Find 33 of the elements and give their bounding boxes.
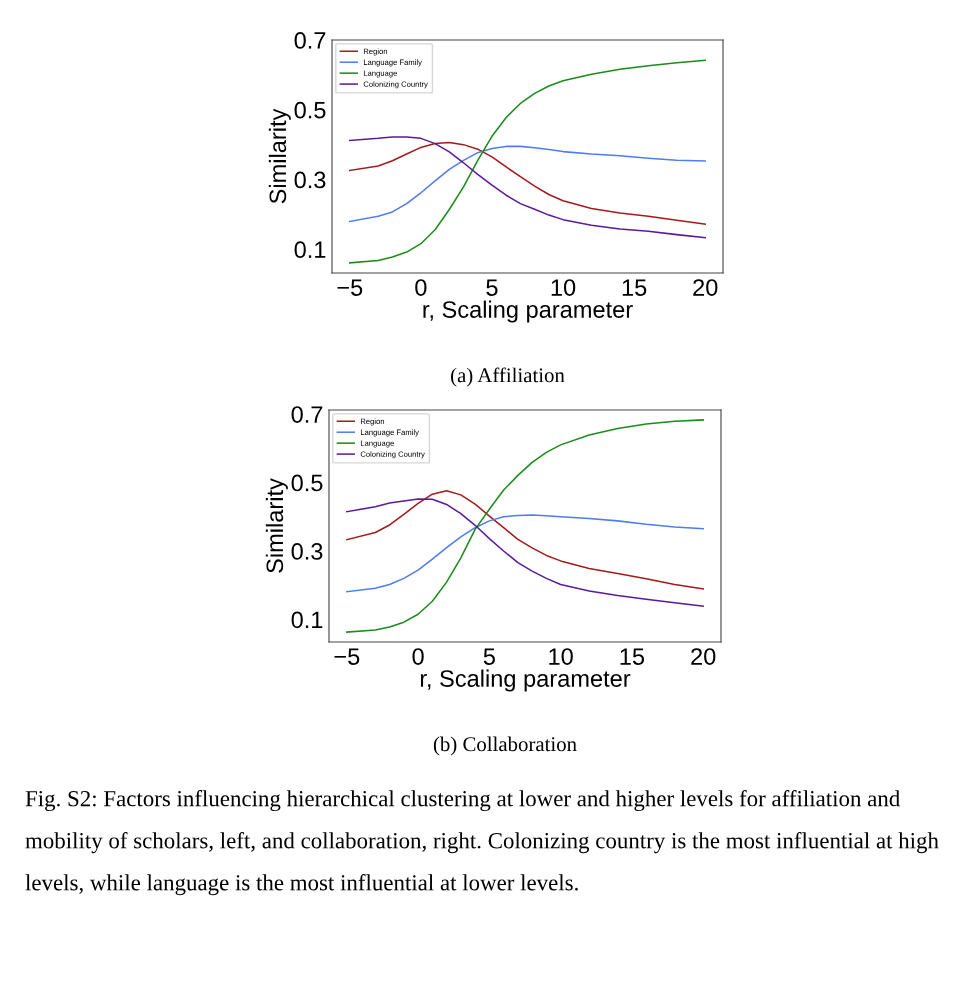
line-series bbox=[346, 514, 704, 593]
y-tick-label: 0.5 bbox=[294, 101, 326, 119]
x-tick-label: 5 bbox=[483, 648, 495, 665]
x-tick-label: −5 bbox=[334, 648, 360, 665]
x-tick-label: 5 bbox=[486, 279, 498, 296]
text: (b) Collaboration bbox=[433, 736, 577, 756]
line-series bbox=[349, 59, 706, 264]
x-tick-label: 15 bbox=[622, 279, 647, 296]
y-tick-label: 0.3 bbox=[294, 171, 326, 189]
y-axis-title: Similarity bbox=[268, 108, 291, 204]
y-tick-label: 0.1 bbox=[294, 241, 326, 259]
text: (a) Affiliation bbox=[451, 367, 565, 387]
x-tick-label: 0 bbox=[412, 648, 424, 665]
x-axis-title: r, Scaling parameter bbox=[423, 300, 633, 323]
y-tick-label: 0.7 bbox=[291, 406, 323, 423]
y-tick-label: 0.1 bbox=[291, 611, 323, 629]
x-tick-label: 10 bbox=[551, 279, 576, 296]
x-tick-label: 10 bbox=[549, 648, 573, 665]
x-axis-title: r, Scaling parameter bbox=[420, 669, 631, 692]
y-tick-label: 0.7 bbox=[294, 32, 326, 49]
line-series bbox=[349, 136, 706, 239]
x-tick-label: 0 bbox=[415, 279, 427, 296]
y-axis-title: Similarity bbox=[265, 478, 288, 573]
line-series bbox=[346, 498, 704, 607]
caption: Fig. S2: Factors influencing hierarchical clustering at lower and higher levels for affiliation and mobility of scholars, left, and collaboration, right. Colonizing country is the most influential at high levels, while language is the most influential at lower levels. bbox=[25, 790, 939, 896]
line-series bbox=[346, 489, 704, 590]
x-tick-label: 20 bbox=[693, 279, 718, 296]
x-tick-label: 15 bbox=[620, 648, 645, 665]
line-series bbox=[346, 419, 704, 633]
x-tick-label: 20 bbox=[691, 648, 716, 665]
y-tick-label: 0.3 bbox=[291, 543, 323, 560]
y-tick-label: 0.5 bbox=[291, 474, 323, 492]
x-tick-label: −5 bbox=[337, 279, 363, 296]
